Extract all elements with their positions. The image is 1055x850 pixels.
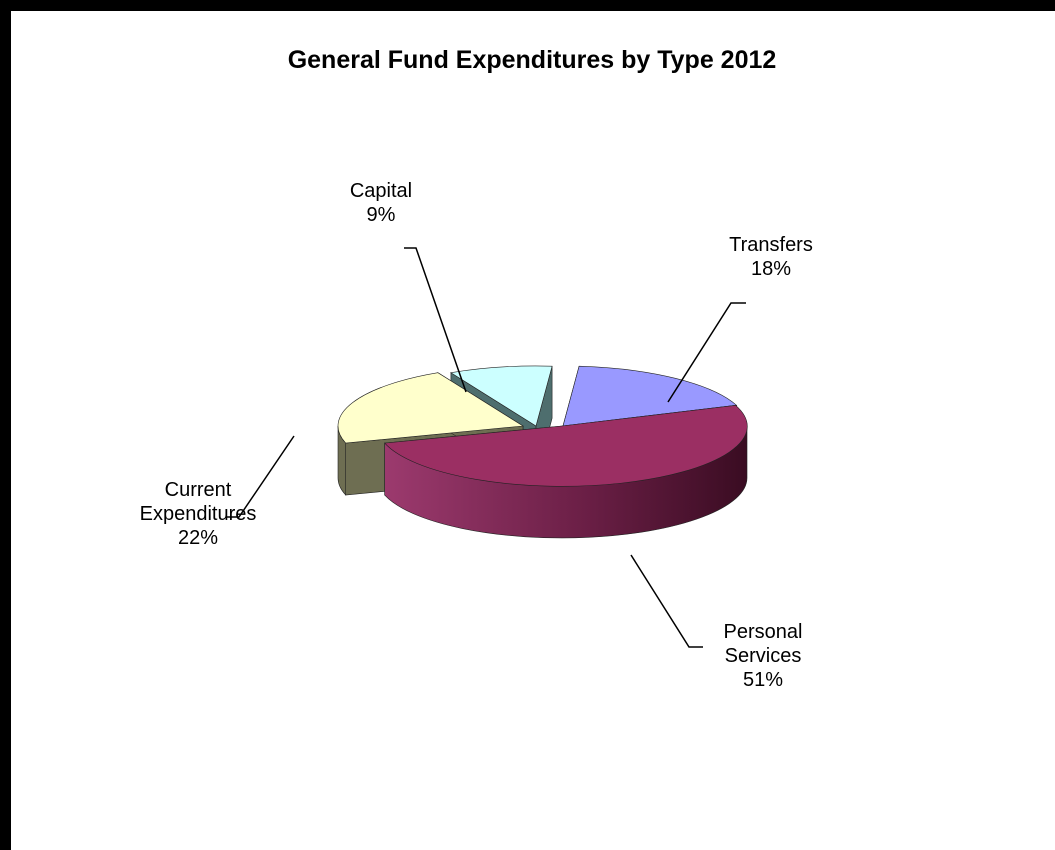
- data-label-line: 18%: [751, 258, 791, 280]
- data-label-personal-services: Personal Services 51%: [724, 621, 803, 691]
- data-label-line: Current: [165, 479, 232, 501]
- pie-slice-personal-services[interactable]: [384, 404, 748, 539]
- data-label-line: 22%: [178, 527, 218, 549]
- data-label-line: Expenditures: [140, 503, 257, 525]
- pie-chart: General Fund Expenditures by Type 2012 T…: [140, 46, 813, 691]
- data-label-line: Personal: [724, 621, 803, 643]
- leader-line-transfers: [667, 302, 746, 403]
- data-label-capital: Capital 9%: [350, 180, 412, 226]
- data-label-line: Services: [725, 645, 802, 667]
- data-label-line: 51%: [743, 669, 783, 691]
- data-label-line: 9%: [367, 204, 396, 226]
- leader-line-current-expenditures: [226, 435, 295, 518]
- leader-line-personal-services: [630, 554, 703, 648]
- data-label-line: Capital: [350, 180, 412, 202]
- chart-frame: General Fund Expenditures by Type 2012 T…: [11, 11, 1055, 850]
- data-label-current-expenditures: Current Expenditures 22%: [140, 479, 257, 549]
- chart-title: General Fund Expenditures by Type 2012: [288, 46, 777, 74]
- data-label-line: Transfers: [729, 234, 813, 256]
- leader-line-capital: [404, 247, 467, 393]
- data-label-transfers: Transfers 18%: [729, 234, 813, 280]
